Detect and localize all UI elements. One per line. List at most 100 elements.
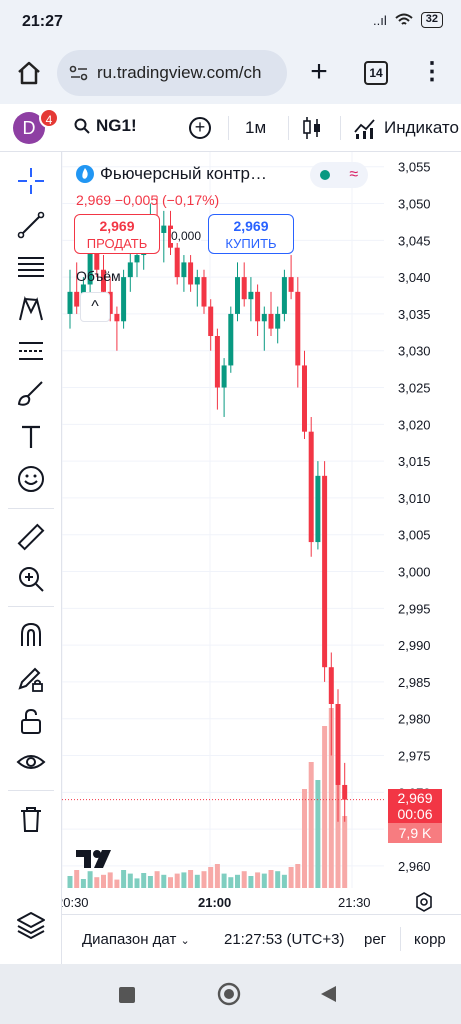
volume-bar [281,874,287,888]
sell-button[interactable]: 2,969 ПРОДАТЬ [74,214,160,254]
crosshair-tool[interactable] [14,164,48,198]
y-tick-label: 2,990 [398,638,431,653]
chart-type-candles-icon[interactable] [300,115,324,141]
y-tick-label: 3,020 [398,417,431,432]
candle-body [322,475,328,668]
volume-bar [94,877,100,888]
y-tick-label: 3,045 [398,233,431,248]
spread-value: 0,000 [171,229,202,243]
text-tool[interactable] [14,420,48,454]
battery-icon: 32 [420,12,443,28]
candle-body [101,269,106,292]
candle-body [235,277,240,314]
zoom-in-icon [19,567,44,592]
candle-body [335,704,341,785]
lock-drawing-tool[interactable] [14,662,48,696]
lock-all-tool[interactable] [14,704,48,738]
y-tick-label: 2,995 [398,601,431,616]
volume-bar [67,876,73,888]
candle-body [328,667,334,704]
collapse-legend-button[interactable]: ^ [80,292,110,322]
date-range-label: Диапазон дат [82,931,177,948]
volume-bar [74,870,80,888]
volume-bar [168,877,173,888]
x-tick-label: 21:00 [198,895,231,910]
volume-bar [127,873,133,888]
trend-line-tool[interactable] [14,208,48,242]
adjust-button[interactable]: корр [414,931,446,948]
url-text[interactable]: ru.tradingview.com/ch [97,63,262,82]
volume-legend[interactable]: Объём [76,268,121,284]
remove-tool[interactable] [14,802,48,836]
new-tab-button[interactable]: + [310,55,328,88]
volume-bar [161,874,167,888]
tab-switcher-button[interactable]: 14 [364,61,388,85]
divider [400,927,401,951]
emoji-icon [18,466,44,492]
zoom-tool[interactable] [14,562,48,596]
trend-line-icon [17,211,45,239]
site-settings-icon[interactable] [69,65,89,81]
volume-bar [308,762,314,888]
symbol-description[interactable]: Фьючерсный контр… [100,164,267,183]
compare-symbol-button[interactable]: + [189,117,211,139]
indicators-icon[interactable] [353,116,377,140]
date-range-button[interactable]: Диапазон дат ⌄ [82,931,190,948]
volume-bar [174,873,180,888]
status-time: 21:27 [22,13,63,30]
candle-body [87,247,93,285]
home-nav-icon[interactable] [217,982,241,1006]
settings-icon[interactable] [414,892,434,912]
divider [8,606,54,607]
projection-tool[interactable] [14,334,48,368]
volume-bar [188,870,194,888]
fib-tool[interactable] [14,250,48,284]
tradingview-logo[interactable] [76,848,116,876]
recents-icon[interactable] [118,986,136,1004]
timezone-time[interactable]: 21:27:53 (UTC+3) [224,931,345,948]
volume-bar [201,871,207,888]
interval-button[interactable]: 1м [245,118,267,137]
ruler-tool[interactable] [14,520,48,554]
emoji-tool[interactable] [14,462,48,496]
sell-price: 2,969 [99,218,135,234]
chart-pane[interactable]: 3,055 3,050 3,045 3,040 3,035 3,030 3,025 3,020… [62,152,461,964]
hide-tool[interactable] [14,746,48,780]
volume-bar [288,867,294,888]
magnet-tool[interactable] [14,618,48,652]
y-tick-label: 2,980 [398,712,431,727]
delayed-data-icon: ≈ [349,166,359,183]
session-button[interactable]: рег [364,931,387,948]
signal-icon: ..ıl [373,12,387,28]
volume-tag: 7,9 K [388,823,442,843]
brush-tool[interactable] [14,376,48,410]
wifi-icon [395,13,413,25]
address-bar[interactable]: ru.tradingview.com/ch [57,50,287,96]
symbol-search-button[interactable]: NG1! [74,116,137,136]
indicators-button[interactable]: Индикато [384,118,459,137]
ohlc-change: 2,969 −0,005 (−0,17%) [76,192,220,208]
volume-bar [268,870,274,888]
y-tick-label: 3,010 [398,491,431,506]
volume-bar [275,871,281,888]
candle-body [134,255,140,263]
pattern-tool[interactable] [14,292,48,326]
buy-button[interactable]: 2,969 КУПИТЬ [208,214,294,254]
candle-body [194,277,200,285]
chart-bottom-bar: Диапазон дат ⌄ 21:27:53 (UTC+3) рег корр [62,914,461,964]
candle-body [208,306,214,336]
y-tick-label: 3,005 [398,528,431,543]
candle-body [228,313,234,366]
buy-price: 2,969 [233,218,269,234]
home-icon[interactable] [14,58,44,88]
candle-body [295,291,301,366]
back-icon[interactable] [318,984,338,1004]
market-status-badge[interactable]: ≈ [310,162,368,188]
browser-menu-button[interactable]: ⋮ [420,58,444,85]
layers-icon[interactable] [14,908,48,942]
volume-bar [101,874,106,888]
volume-bar [214,864,220,888]
pencil-lock-icon [18,667,43,692]
volume-bar [248,876,254,888]
status-icons: ..ıl 32 [373,12,443,28]
